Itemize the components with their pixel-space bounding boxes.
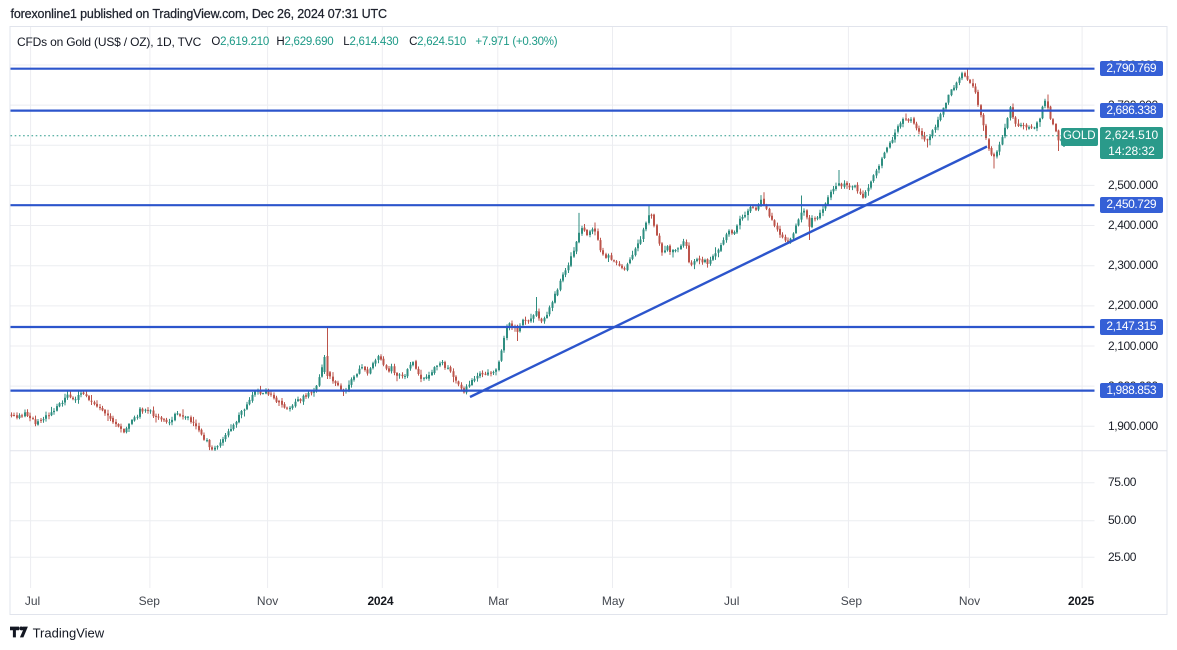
svg-text:TradingView: TradingView: [33, 626, 105, 641]
